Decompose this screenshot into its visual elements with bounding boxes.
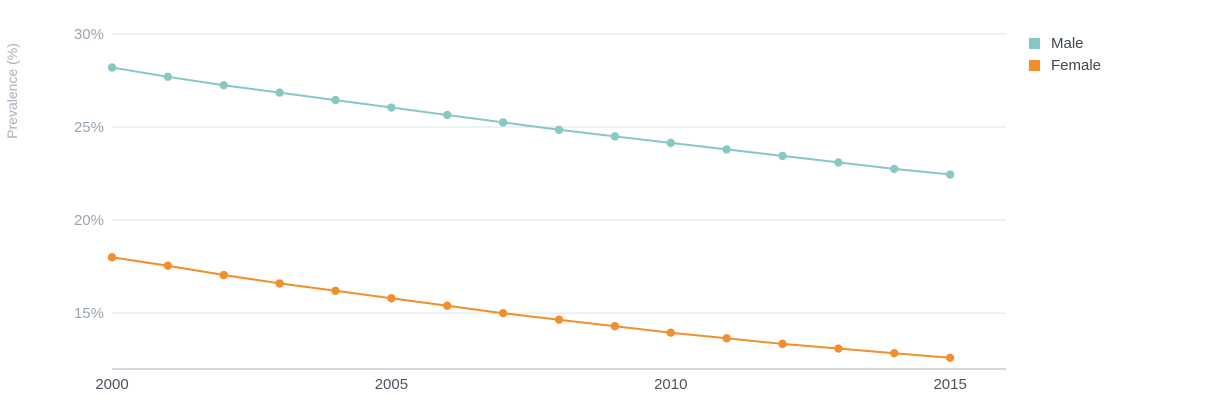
data-point-male[interactable] — [890, 164, 899, 174]
data-point-female[interactable] — [722, 334, 731, 343]
y-tick-label: 30% — [74, 26, 104, 43]
data-point-female[interactable] — [554, 315, 564, 324]
legend-label-male: Male — [1051, 35, 1084, 52]
x-axis-tick-labels: 2000 2005 2010 2015 — [95, 376, 967, 393]
data-point-male[interactable] — [219, 80, 228, 90]
grid-lines — [112, 33, 1006, 314]
x-tick-label: 2010 — [654, 376, 687, 393]
data-point-female[interactable] — [275, 279, 284, 288]
data-point-male[interactable] — [498, 118, 508, 127]
data-point-male[interactable] — [554, 125, 564, 135]
y-tick-label: 25% — [74, 119, 104, 136]
data-point-male[interactable] — [610, 132, 620, 141]
legend: Male Female — [1029, 35, 1101, 74]
data-point-female[interactable] — [890, 348, 899, 358]
data-point-female[interactable] — [610, 321, 620, 331]
legend-item-female[interactable]: Female — [1029, 57, 1101, 74]
data-point-male[interactable] — [722, 145, 731, 154]
legend-label-female: Female — [1051, 57, 1101, 74]
y-tick-label: 15% — [74, 305, 104, 322]
data-point-male[interactable] — [387, 103, 396, 112]
y-tick-label: 20% — [74, 212, 104, 229]
data-point-male[interactable] — [443, 110, 452, 120]
x-tick-label: 2000 — [95, 376, 128, 393]
data-point-male[interactable] — [331, 95, 340, 105]
series-layer — [107, 63, 955, 363]
series-female — [107, 253, 955, 363]
data-point-female[interactable] — [163, 261, 173, 270]
data-point-female[interactable] — [107, 253, 117, 262]
x-tick-label: 2015 — [933, 376, 966, 393]
y-axis-tick-labels: 15% 20% 25% 30% — [74, 26, 104, 322]
data-point-male[interactable] — [107, 63, 117, 72]
data-point-female[interactable] — [498, 308, 508, 318]
data-point-female[interactable] — [666, 328, 675, 337]
data-point-female[interactable] — [778, 339, 787, 349]
series-line-male — [111, 66, 951, 176]
data-point-female[interactable] — [331, 286, 340, 296]
series-line-female — [111, 256, 951, 359]
x-tick-label: 2005 — [375, 376, 408, 393]
data-point-female[interactable] — [945, 353, 955, 363]
data-point-male[interactable] — [666, 138, 675, 148]
data-point-male[interactable] — [945, 170, 955, 179]
data-point-female[interactable] — [443, 301, 452, 310]
legend-swatch-female — [1029, 60, 1040, 71]
data-point-female[interactable] — [219, 270, 228, 280]
data-point-female[interactable] — [387, 294, 396, 303]
data-point-male[interactable] — [275, 88, 284, 97]
legend-swatch-male — [1029, 38, 1040, 49]
data-point-female[interactable] — [834, 344, 843, 353]
data-point-male[interactable] — [834, 158, 843, 167]
series-male — [107, 63, 955, 179]
y-axis-title: Prevalence (%) — [4, 43, 20, 139]
data-point-male[interactable] — [778, 151, 787, 161]
data-point-male[interactable] — [163, 72, 173, 82]
legend-item-male[interactable]: Male — [1029, 35, 1084, 52]
